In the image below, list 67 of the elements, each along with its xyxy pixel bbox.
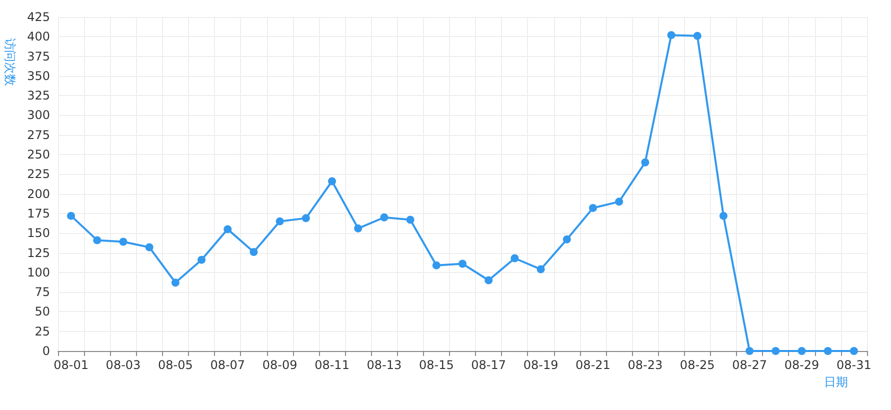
x-tick-label: 08-01 [54,358,88,372]
x-tick-label: 08-23 [628,358,663,372]
y-tick-label: 275 [27,128,50,142]
y-tick-label: 400 [27,30,50,44]
y-tick-label: 375 [27,49,50,64]
point [198,256,206,264]
point [406,216,414,224]
x-tick-label: 08-05 [158,358,193,372]
point [380,213,388,222]
y-tick-label: 350 [27,68,50,83]
x-tick-label: 08-15 [418,358,454,372]
point [719,212,728,220]
point [432,261,440,270]
point [145,243,154,252]
y-tick-label: 425 [27,10,50,24]
y-tick-label: 200 [27,186,50,201]
x-tick-label: 08-31 [836,358,872,372]
y-tick-label: 150 [27,226,50,240]
y-tick-label: 225 [27,167,50,182]
point [328,177,336,186]
y-tick-label: 75 [34,285,50,300]
x-tick-label: 08-29 [784,358,820,372]
x-tick-label: 08-17 [471,358,506,372]
x-tick-label: 08-09 [262,358,298,372]
x-tick-label: 08-21 [576,358,610,372]
x-tick-label: 08-07 [210,358,246,372]
point [119,238,128,246]
x-tick-label: 08-13 [366,358,402,372]
point [458,260,466,268]
point [224,225,232,234]
point [171,278,180,287]
point [250,248,258,256]
point [641,158,650,166]
point [93,236,102,244]
y-axis-title: 访问次数 [3,38,17,86]
point [562,235,571,244]
point [302,214,310,222]
y-tick-label: 0 [42,344,50,358]
point [667,31,676,40]
x-tick-label: 08-27 [732,358,767,372]
y-tick-label: 250 [27,148,50,162]
point [536,265,545,274]
point [67,212,76,220]
point [772,347,780,355]
x-tick-label: 08-19 [523,358,558,372]
point [588,204,597,212]
point [798,347,806,355]
point [276,217,284,226]
y-tick-label: 100 [27,265,50,280]
point [824,347,832,355]
point [693,32,702,40]
y-tick-label: 125 [27,246,50,260]
x-tick-label: 08-25 [680,358,715,372]
point [615,198,624,206]
x-tick-label: 08-11 [314,358,350,372]
y-tick-label: 300 [27,108,50,122]
point [354,224,362,232]
point [484,276,493,284]
point [850,347,858,355]
point [746,347,754,355]
point [510,254,519,262]
y-tick-label: 175 [27,206,50,220]
x-tick-label: 08-03 [106,358,141,372]
y-tick-label: 325 [27,88,50,103]
y-tick-label: 50 [34,304,50,319]
y-tick-label: 25 [34,324,50,338]
x-axis-title: 日期 [824,375,848,389]
